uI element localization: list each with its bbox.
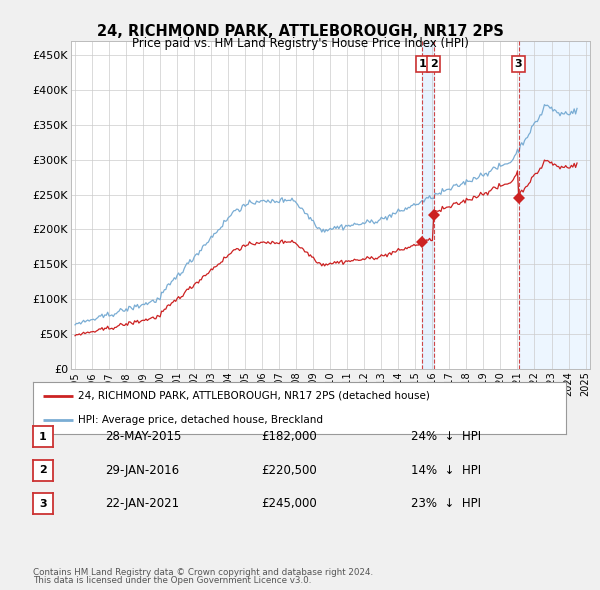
Text: 2: 2 [430,59,437,69]
Text: 29-JAN-2016: 29-JAN-2016 [105,464,179,477]
Text: 22-JAN-2021: 22-JAN-2021 [105,497,179,510]
Text: 2: 2 [39,466,47,475]
Text: 28-MAY-2015: 28-MAY-2015 [105,430,181,443]
Text: 24%  ↓  HPI: 24% ↓ HPI [411,430,481,443]
Text: £182,000: £182,000 [261,430,317,443]
Text: 24, RICHMOND PARK, ATTLEBOROUGH, NR17 2PS (detached house): 24, RICHMOND PARK, ATTLEBOROUGH, NR17 2P… [78,391,430,401]
Text: £245,000: £245,000 [261,497,317,510]
Text: HPI: Average price, detached house, Breckland: HPI: Average price, detached house, Brec… [78,415,323,425]
Text: £220,500: £220,500 [261,464,317,477]
Text: 23%  ↓  HPI: 23% ↓ HPI [411,497,481,510]
Bar [518,41,590,369]
Text: Contains HM Land Registry data © Crown copyright and database right 2024.: Contains HM Land Registry data © Crown c… [33,568,373,577]
Bar [422,41,434,369]
Text: 3: 3 [39,499,47,509]
Text: 24, RICHMOND PARK, ATTLEBOROUGH, NR17 2PS: 24, RICHMOND PARK, ATTLEBOROUGH, NR17 2P… [97,24,503,38]
Text: 1: 1 [418,59,426,69]
Text: Price paid vs. HM Land Registry's House Price Index (HPI): Price paid vs. HM Land Registry's House … [131,37,469,50]
Text: This data is licensed under the Open Government Licence v3.0.: This data is licensed under the Open Gov… [33,576,311,585]
Text: 14%  ↓  HPI: 14% ↓ HPI [411,464,481,477]
Text: 1: 1 [39,432,47,441]
Text: 3: 3 [515,59,523,69]
